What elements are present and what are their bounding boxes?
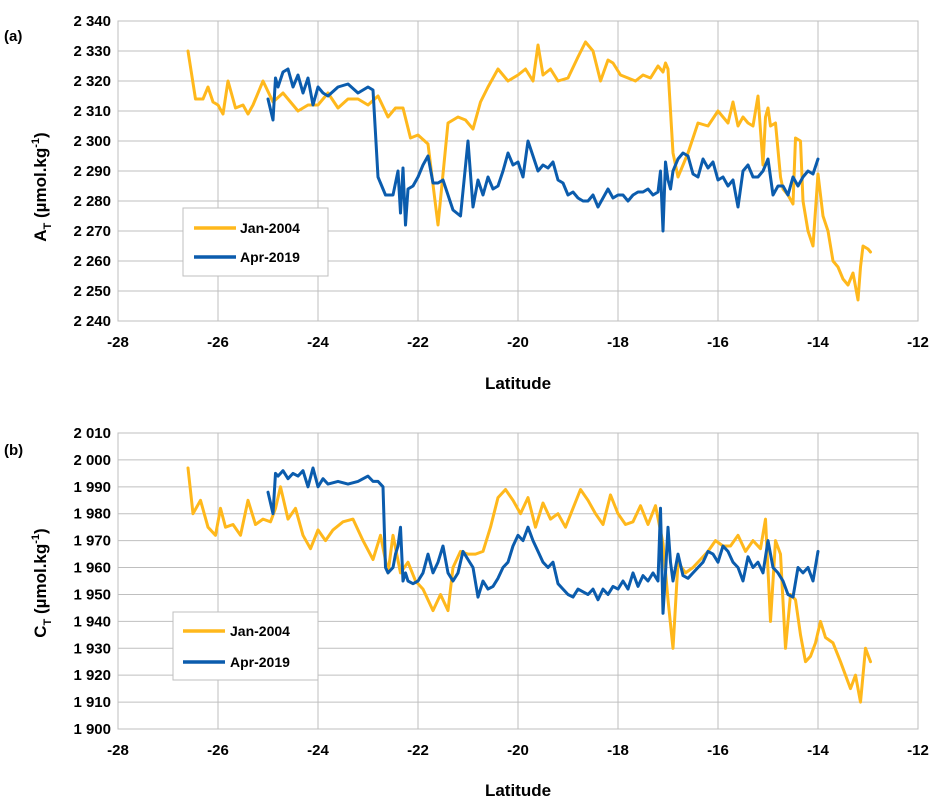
tick-labels-b: 1 900 1 910 1 920 1 930 1 940 1 950 1 960 1 970… bbox=[73, 425, 928, 759]
y-tick-label: 2 330 bbox=[73, 43, 111, 60]
x-tick-label: -20 bbox=[507, 742, 529, 759]
legend-b: Jan-2004 Apr-2019 bbox=[172, 611, 319, 681]
y-tick-label: 2 300 bbox=[73, 133, 111, 150]
x-axis-label-b: Latitude bbox=[485, 781, 551, 800]
x-tick-label: -24 bbox=[307, 334, 329, 351]
y-axis-label-main: A bbox=[31, 229, 50, 241]
y-tick-label: 1 940 bbox=[73, 613, 111, 630]
y-tick-label: 1 930 bbox=[73, 640, 111, 657]
x-tick-label: -18 bbox=[607, 334, 629, 351]
y-axis-label-superscript: -1 bbox=[30, 534, 42, 544]
y-tick-label: 2 310 bbox=[73, 103, 111, 120]
x-tick-label: -22 bbox=[407, 742, 429, 759]
x-tick-label: -12 bbox=[907, 742, 929, 759]
x-tick-label: -14 bbox=[807, 334, 829, 351]
y-tick-label: 1 960 bbox=[73, 560, 111, 577]
x-tick-label: -12 bbox=[907, 334, 929, 351]
x-tick-label: -22 bbox=[407, 334, 429, 351]
y-axis-label-close: ) bbox=[31, 132, 50, 138]
legend-label-apr2019-b: Apr-2019 bbox=[230, 654, 290, 670]
y-tick-label: 2 280 bbox=[73, 193, 111, 210]
plot-frame bbox=[117, 432, 919, 730]
x-tick-label: -28 bbox=[107, 742, 129, 759]
gridlines-b bbox=[117, 432, 919, 730]
x-tick-label: -26 bbox=[207, 334, 229, 351]
y-axis-label-subscript: T bbox=[42, 222, 54, 229]
x-axis-label-a: Latitude bbox=[485, 374, 551, 393]
y-axis-label-a: AT (µmol.kg-1) bbox=[30, 132, 54, 241]
panel-label-a: (a) bbox=[4, 28, 22, 45]
y-axis-label-close: ) bbox=[31, 528, 50, 534]
plot-frame bbox=[117, 20, 919, 322]
y-tick-label: 2 270 bbox=[73, 223, 111, 240]
panel-label-b: (b) bbox=[4, 442, 23, 459]
y-tick-label: 2 250 bbox=[73, 283, 111, 300]
y-axis-label-b: CT (µmol.kg-1) bbox=[30, 528, 54, 637]
y-tick-label: 2 240 bbox=[73, 313, 111, 330]
x-tick-label: -24 bbox=[307, 742, 329, 759]
legend-a: Jan-2004 Apr-2019 bbox=[182, 207, 329, 277]
legend-box-a bbox=[182, 207, 329, 277]
legend-label-apr2019-a: Apr-2019 bbox=[240, 249, 300, 265]
series-line-apr2019 bbox=[266, 466, 820, 615]
y-axis-label-superscript: -1 bbox=[30, 138, 42, 148]
series-lines-b bbox=[186, 466, 872, 704]
x-tick-label: -16 bbox=[707, 334, 729, 351]
y-axis-label-main: C bbox=[31, 625, 50, 637]
y-tick-label: 2 290 bbox=[73, 163, 111, 180]
x-tick-label: -28 bbox=[107, 334, 129, 351]
y-tick-label: 1 970 bbox=[73, 533, 111, 550]
x-tick-label: -18 bbox=[607, 742, 629, 759]
y-tick-label: 1 910 bbox=[73, 694, 111, 711]
y-axis-label-unit: (µmol.kg bbox=[31, 148, 50, 223]
y-tick-label: 2 340 bbox=[73, 13, 111, 30]
y-tick-label: 2 320 bbox=[73, 73, 111, 90]
series-lines-a bbox=[186, 40, 872, 302]
y-tick-label: 2 010 bbox=[73, 425, 111, 442]
legend-label-jan2004-a: Jan-2004 bbox=[240, 220, 300, 236]
y-tick-label: 1 950 bbox=[73, 586, 111, 603]
x-tick-label: -16 bbox=[707, 742, 729, 759]
gridlines-a bbox=[117, 20, 919, 322]
y-tick-label: 1 980 bbox=[73, 506, 111, 523]
tick-labels-a: 2 240 2 250 2 260 2 270 2 280 2 290 2 300 2 310… bbox=[73, 13, 928, 351]
x-tick-label: -20 bbox=[507, 334, 529, 351]
y-tick-label: 2 260 bbox=[73, 253, 111, 270]
y-tick-label: 1 920 bbox=[73, 667, 111, 684]
y-axis-label-unit: (µmol.kg bbox=[31, 544, 50, 619]
y-tick-label: 2 000 bbox=[73, 452, 111, 469]
y-tick-label: 1 990 bbox=[73, 479, 111, 496]
x-tick-label: -14 bbox=[807, 742, 829, 759]
series-line-jan2004 bbox=[186, 466, 872, 704]
y-tick-label: 1 900 bbox=[73, 721, 111, 738]
series-line-apr2019 bbox=[266, 67, 820, 233]
legend-label-jan2004-b: Jan-2004 bbox=[230, 623, 290, 639]
y-axis-label-subscript: T bbox=[42, 618, 54, 625]
legend-box-b bbox=[172, 611, 319, 681]
x-tick-label: -26 bbox=[207, 742, 229, 759]
series-line-jan2004 bbox=[186, 40, 872, 302]
